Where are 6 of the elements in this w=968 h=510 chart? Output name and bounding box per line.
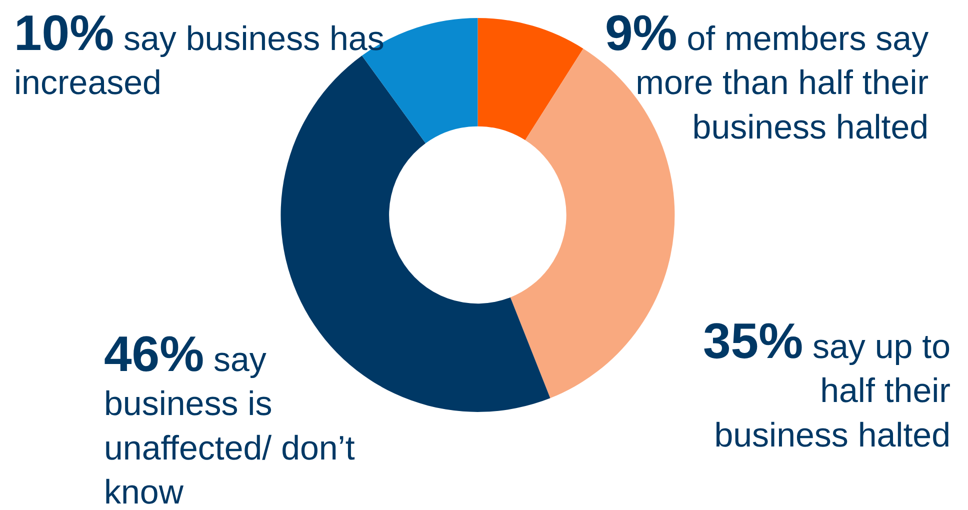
donut-slice xyxy=(281,56,550,412)
data-label: 10% xyxy=(14,5,114,61)
data-label: 46% xyxy=(104,326,204,382)
data-label: 35% xyxy=(703,313,804,369)
data-label: 9% xyxy=(605,5,678,61)
donut-slice xyxy=(478,18,584,140)
